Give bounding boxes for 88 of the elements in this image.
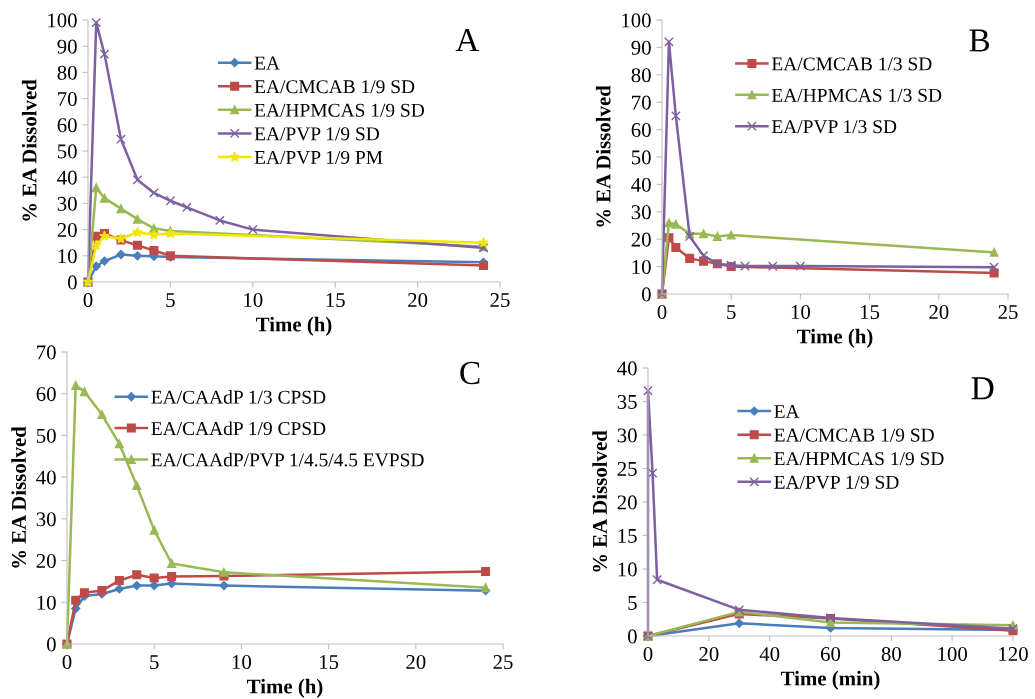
x-tick-label: 10 (244, 293, 263, 308)
y-tick-label: 30 (57, 196, 77, 211)
x-axis-title: Time (min) (780, 670, 880, 690)
y-tick-label: 70 (58, 91, 77, 107)
x-tick-label: 10 (232, 655, 252, 670)
y-tick-label: 90 (631, 40, 651, 55)
legend-label: EA/HPMCAS 1/9 SD (774, 452, 944, 466)
legend-label: EA/PVP 1/3 SD (771, 120, 897, 134)
x-tick-label: 15 (326, 293, 345, 308)
y-tick-label: 20 (36, 553, 56, 568)
y-tick-label: 60 (631, 122, 651, 138)
y-axis-title: % EA Dissolved (595, 85, 611, 227)
y-tick-label: 80 (57, 65, 77, 80)
y-tick-label: 60 (36, 387, 56, 402)
legend-label: EA/HPMCAS 1/9 SD (254, 103, 425, 117)
legend-label: EA/CAAdP/PVP 1/4.5/4.5 EVPSD (151, 452, 424, 467)
y-tick-label: 30 (36, 512, 56, 527)
y-tick-label: 10 (58, 249, 77, 264)
x-axis-title: Time (h) (247, 678, 323, 698)
legend-label: EA/CMCAB 1/9 SD (774, 428, 934, 442)
y-tick-label: 0 (627, 629, 637, 644)
y-tick-label: 40 (57, 170, 77, 185)
legend-label: EA/PVP 1/9 SD (254, 127, 380, 141)
y-tick-label: 30 (617, 428, 637, 443)
legend-label: EA (774, 405, 800, 418)
y-tick-label: 10 (37, 595, 56, 610)
y-tick-label: 70 (632, 95, 651, 110)
x-axis-title: Time (h) (797, 328, 873, 348)
y-tick-label: 10 (632, 259, 651, 275)
x-tick-label: 10 (791, 305, 811, 320)
y-axis-title: % EA Dissolved (11, 426, 27, 568)
x-tick-label: 15 (861, 305, 880, 320)
x-axis-title: Time (h) (256, 316, 332, 336)
y-tick-label: 25 (617, 461, 637, 476)
y-tick-label: 15 (618, 528, 637, 543)
y-axis-title: % EA Dissolved (592, 430, 608, 572)
legend-label: EA/CAAdP 1/3 CPSD (151, 390, 326, 404)
x-tick-label: 80 (881, 647, 901, 662)
y-tick-label: 30 (631, 205, 651, 220)
y-tick-label: 100 (48, 13, 77, 28)
x-tick-label: 20 (929, 305, 949, 320)
y-tick-label: 100 (622, 13, 651, 28)
y-tick-label: 80 (631, 68, 651, 83)
y-tick-label: 50 (631, 150, 651, 165)
x-tick-label: 0 (83, 293, 93, 308)
legend-label: EA/PVP 1/9 PM (254, 150, 383, 165)
x-tick-label: 5 (166, 293, 175, 308)
y-axis-title: % EA Dissolved (21, 79, 37, 221)
annotation: A (455, 28, 480, 51)
x-tick-label: 25 (493, 655, 513, 670)
legend-label: EA/CMCAB 1/9 SD (254, 80, 415, 94)
legend-label: EA/HPMCAS 1/3 SD (771, 88, 942, 102)
x-tick-label: 20 (406, 655, 426, 670)
annotation: C (460, 361, 480, 385)
y-tick-label: 5 (628, 596, 637, 610)
x-tick-label: 5 (727, 305, 736, 320)
y-tick-label: 50 (57, 144, 77, 159)
x-tick-label: 25 (998, 305, 1018, 320)
y-tick-label: 0 (67, 275, 77, 290)
y-tick-label: 40 (617, 361, 637, 376)
x-tick-label: 20 (699, 647, 719, 662)
legend-label: EA (254, 56, 280, 70)
y-tick-label: 40 (36, 470, 56, 485)
annotation: B (969, 29, 990, 52)
y-tick-label: 90 (57, 39, 77, 54)
y-tick-label: 40 (631, 177, 651, 192)
x-tick-label: 25 (490, 293, 510, 308)
x-tick-label: 100 (938, 647, 967, 662)
y-tick-label: 20 (57, 222, 77, 238)
x-tick-label: 0 (657, 305, 667, 320)
y-tick-label: 20 (631, 232, 651, 247)
x-tick-label: 5 (150, 655, 159, 670)
x-tick-label: 60 (820, 647, 841, 662)
y-tick-label: 10 (618, 562, 637, 577)
x-tick-label: 120 (999, 647, 1028, 662)
legend-label: EA/PVP 1/9 SD (774, 475, 899, 489)
x-tick-label: 40 (759, 647, 780, 662)
annotation: D (971, 377, 994, 400)
y-tick-label: 50 (36, 428, 56, 443)
y-tick-label: 60 (57, 118, 77, 133)
x-tick-label: 15 (320, 655, 339, 670)
y-tick-label: 35 (617, 394, 637, 409)
y-tick-label: 0 (46, 637, 56, 652)
y-tick-label: 70 (37, 345, 56, 360)
y-tick-label: 20 (617, 495, 637, 510)
legend-label: EA/CMCAB 1/3 SD (771, 57, 932, 71)
legend-label: EA/CAAdP 1/9 CPSD (151, 421, 326, 436)
x-tick-label: 20 (408, 293, 428, 308)
